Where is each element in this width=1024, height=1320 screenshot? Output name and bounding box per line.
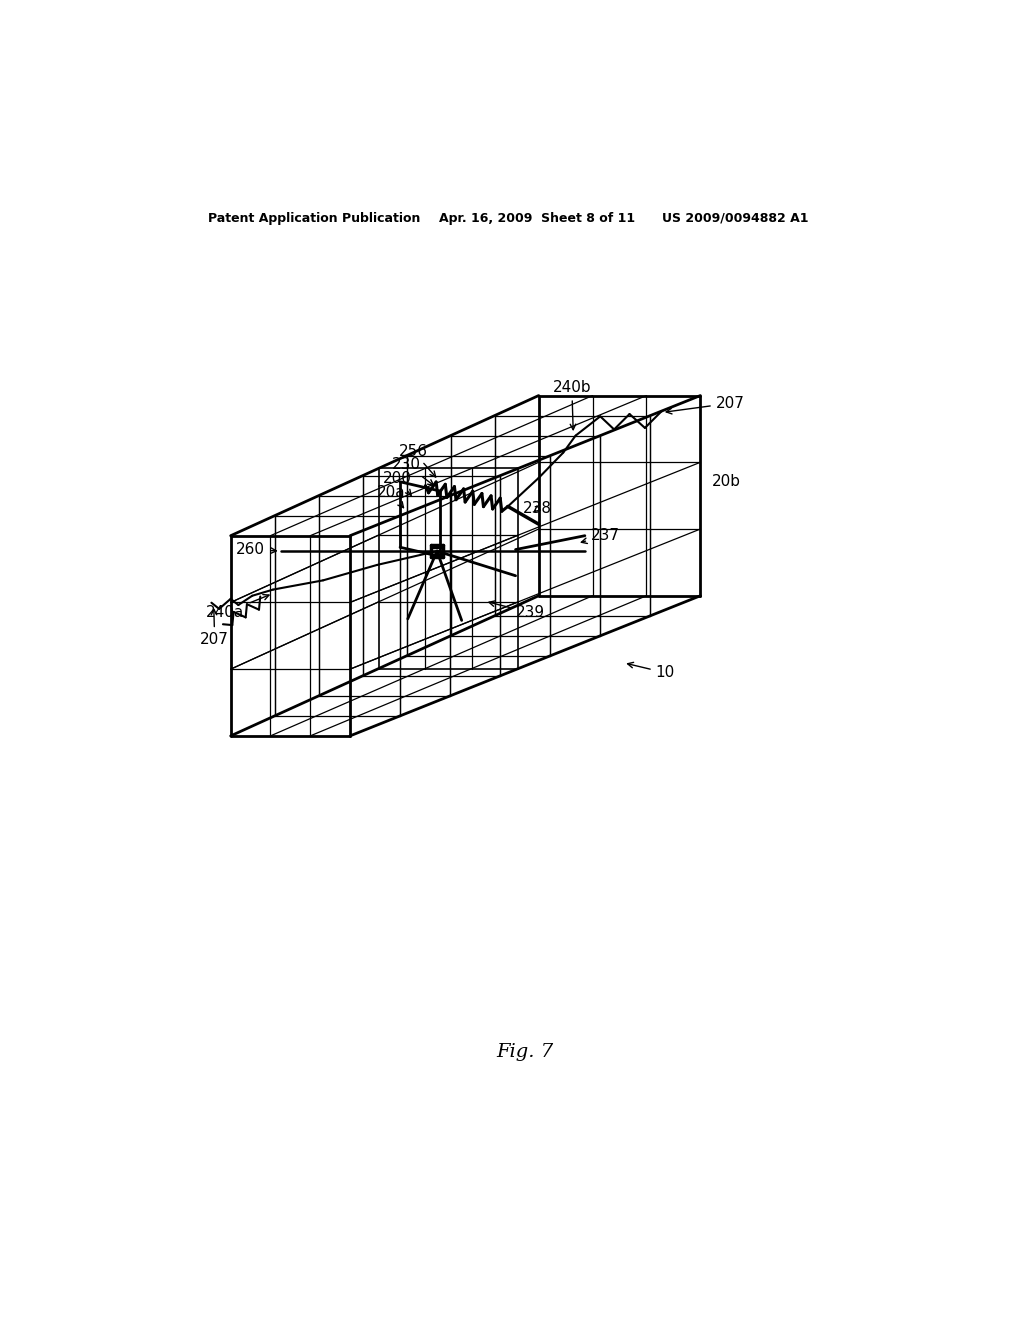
Text: 230: 230 [392, 457, 433, 486]
Text: 239: 239 [488, 601, 545, 620]
Text: 260: 260 [237, 543, 276, 557]
Text: 10: 10 [628, 663, 675, 680]
Text: Fig. 7: Fig. 7 [497, 1043, 553, 1060]
Text: 207: 207 [201, 610, 229, 647]
Text: 238: 238 [523, 502, 552, 516]
Text: 256: 256 [398, 444, 436, 477]
Text: 207: 207 [667, 396, 744, 414]
Text: 20a: 20a [377, 484, 406, 508]
Text: 237: 237 [582, 528, 620, 544]
Text: 200: 200 [383, 471, 412, 495]
Text: US 2009/0094882 A1: US 2009/0094882 A1 [662, 213, 808, 224]
Text: 240a: 240a [206, 594, 269, 620]
Text: 20b: 20b [712, 474, 741, 490]
Text: Apr. 16, 2009  Sheet 8 of 11: Apr. 16, 2009 Sheet 8 of 11 [438, 213, 635, 224]
Text: 240b: 240b [553, 380, 591, 430]
Text: Patent Application Publication: Patent Application Publication [208, 213, 420, 224]
